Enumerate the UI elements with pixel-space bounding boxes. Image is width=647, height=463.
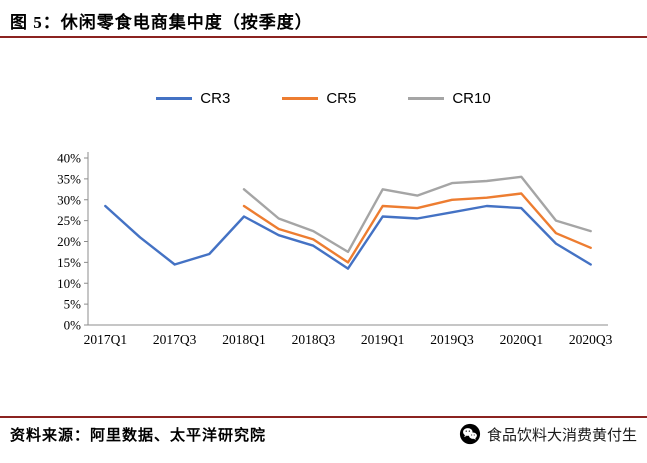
source-note: 资料来源：阿里数据、太平洋研究院 — [10, 427, 267, 444]
x-tick-label: 2019Q3 — [430, 332, 474, 347]
footer-divider — [0, 416, 647, 418]
x-tick-label: 2017Q1 — [84, 332, 128, 347]
legend-label: CR5 — [326, 90, 357, 107]
y-tick-label: 35% — [57, 171, 81, 186]
x-tick-label: 2020Q1 — [500, 332, 544, 347]
chart-legend: CR3 CR5 CR10 — [0, 90, 647, 107]
x-tick-label: 2018Q1 — [222, 332, 266, 347]
y-tick-label: 30% — [57, 192, 81, 207]
brand-block: 食品饮料大消费黄付生 — [459, 423, 637, 445]
x-tick-label: 2019Q1 — [361, 332, 405, 347]
legend-label: CR10 — [452, 90, 491, 107]
y-tick-label: 15% — [57, 255, 81, 270]
y-tick-label: 5% — [64, 297, 82, 312]
series-line-cr10 — [242, 175, 592, 254]
legend-item-cr5: CR5 — [282, 90, 356, 107]
wechat-logo-icon — [459, 423, 481, 445]
x-tick-label: 2018Q3 — [292, 332, 336, 347]
brand-name: 食品饮料大消费黄付生 — [486, 427, 637, 444]
legend-line-icon — [282, 97, 319, 100]
legend-line-icon — [156, 97, 193, 100]
footer: 资料来源：阿里数据、太平洋研究院 食品饮料大消费黄付生 — [10, 423, 637, 445]
legend-item-cr3: CR3 — [156, 90, 230, 107]
figure-title: 图 5：休闲零食电商集中度（按季度） — [10, 13, 313, 32]
chart-area: 0% 5% 10% 15% 20% 25% 30% 35% 40% 2017Q1 2017Q3 201… — [28, 140, 628, 367]
x-tick-label: 2020Q3 — [569, 332, 613, 347]
y-tick-label: 20% — [57, 234, 81, 249]
y-tick-label: 40% — [57, 151, 81, 166]
x-tick-label: 2017Q3 — [153, 332, 197, 347]
series-line-cr3 — [104, 204, 592, 270]
y-tick-label: 25% — [57, 213, 81, 228]
legend-label: CR3 — [200, 90, 231, 107]
legend-line-icon — [408, 97, 445, 100]
series-line-cr5 — [242, 192, 592, 264]
line-chart: 0% 5% 10% 15% 20% 25% 30% 35% 40% 2017Q1 2017Q3 201… — [57, 151, 613, 348]
title-divider — [0, 36, 647, 38]
y-tick-label: 0% — [64, 318, 82, 333]
legend-item-cr10: CR10 — [408, 90, 491, 107]
y-tick-label: 10% — [57, 276, 81, 291]
